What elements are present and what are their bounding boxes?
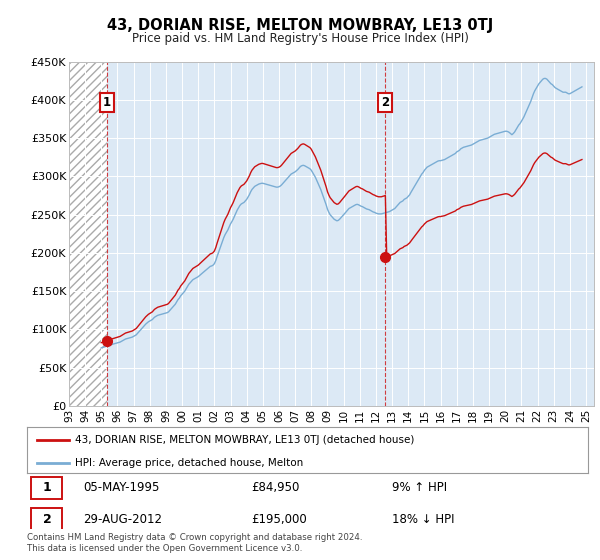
Text: 2: 2 xyxy=(43,513,51,526)
Text: 05-MAY-1995: 05-MAY-1995 xyxy=(83,481,160,494)
Text: 29-AUG-2012: 29-AUG-2012 xyxy=(83,513,162,526)
Text: 43, DORIAN RISE, MELTON MOWBRAY, LE13 0TJ: 43, DORIAN RISE, MELTON MOWBRAY, LE13 0T… xyxy=(107,18,493,33)
Text: 43, DORIAN RISE, MELTON MOWBRAY, LE13 0TJ (detached house): 43, DORIAN RISE, MELTON MOWBRAY, LE13 0T… xyxy=(74,435,414,445)
Text: HPI: Average price, detached house, Melton: HPI: Average price, detached house, Melt… xyxy=(74,458,303,468)
Text: 2: 2 xyxy=(381,96,389,109)
Text: £84,950: £84,950 xyxy=(251,481,300,494)
Text: Price paid vs. HM Land Registry's House Price Index (HPI): Price paid vs. HM Land Registry's House … xyxy=(131,32,469,45)
Text: 18% ↓ HPI: 18% ↓ HPI xyxy=(392,513,454,526)
Text: £195,000: £195,000 xyxy=(251,513,307,526)
Text: 1: 1 xyxy=(103,96,110,109)
Text: 1: 1 xyxy=(43,481,51,494)
Text: 9% ↑ HPI: 9% ↑ HPI xyxy=(392,481,447,494)
FancyBboxPatch shape xyxy=(31,477,62,499)
Bar xyxy=(69,62,107,406)
FancyBboxPatch shape xyxy=(31,508,62,531)
Text: Contains HM Land Registry data © Crown copyright and database right 2024.
This d: Contains HM Land Registry data © Crown c… xyxy=(27,533,362,553)
